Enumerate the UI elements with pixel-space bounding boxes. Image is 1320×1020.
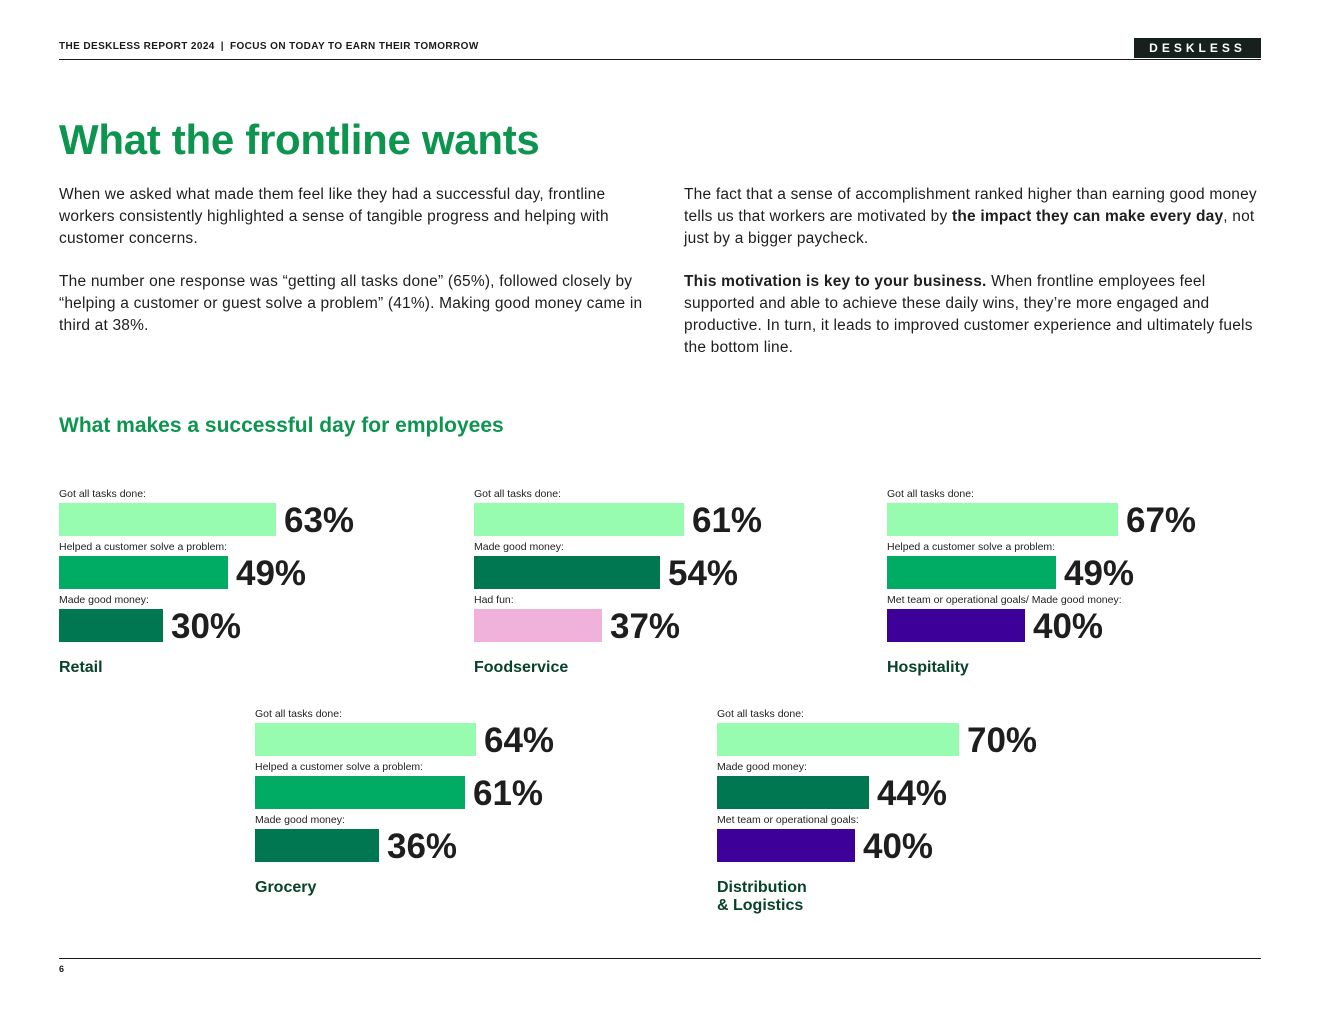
bar-value-label: 36% bbox=[387, 827, 458, 866]
bar-value-label: 70% bbox=[967, 721, 1038, 760]
insight-paragraph-2-text: When frontline employees feel supported … bbox=[684, 273, 1253, 356]
bar-label-got-all-tasks-done: Got all tasks done: bbox=[59, 488, 146, 500]
bar-helped-a-customer-solve-a-problem bbox=[255, 776, 465, 809]
bar-value-label: 61% bbox=[473, 774, 544, 813]
bar-label-helped-a-customer-solve-a-problem: Helped a customer solve a problem: bbox=[59, 541, 228, 553]
report-title: THE DESKLESS REPORT 2024 bbox=[59, 41, 215, 52]
bar-value-label: 37% bbox=[610, 607, 681, 646]
bar-label-got-all-tasks-done: Got all tasks done: bbox=[255, 708, 342, 720]
bar-value-label: 64% bbox=[484, 721, 555, 760]
insight-emphasis: the impact they can make every day bbox=[951, 207, 1224, 225]
bar-value-label: 67% bbox=[1126, 501, 1197, 540]
bar-label-got-all-tasks-done: Got all tasks done: bbox=[717, 708, 804, 720]
report-subtitle: FOCUS ON TODAY TO EARN THEIR TOMORROW bbox=[229, 41, 479, 52]
footer-divider bbox=[59, 958, 1261, 959]
intro-left-column: When we asked what made them feel like t… bbox=[59, 184, 644, 358]
bar-label-helped-a-customer-solve-a-problem: Helped a customer solve a problem: bbox=[887, 541, 1056, 553]
intro-paragraph-2: The number one response was “getting all… bbox=[59, 273, 643, 334]
insight-text-end: , not just by a bigger paycheck. bbox=[684, 207, 1255, 247]
bar-label-met-team-or-operational-goals-made-good-money: Met team or operational goals/ Made good… bbox=[887, 594, 1122, 606]
chart-title-grocery: Grocery bbox=[255, 879, 317, 896]
bar-label-helped-a-customer-solve-a-problem: Helped a customer solve a problem: bbox=[255, 761, 424, 773]
bar-met-team-or-operational-goals-made-good-money bbox=[887, 609, 1025, 642]
bar-helped-a-customer-solve-a-problem bbox=[59, 556, 228, 589]
brand-logo: DESKLESS bbox=[1134, 38, 1261, 58]
bar-had-fun bbox=[474, 609, 602, 642]
bar-value-label: 40% bbox=[863, 827, 934, 866]
bar-value-label: 49% bbox=[236, 554, 307, 593]
bar-made-good-money bbox=[474, 556, 660, 589]
header-running-title: THE DESKLESS REPORT 2024 | FOCUS ON TODAY … bbox=[59, 41, 479, 52]
bar-got-all-tasks-done bbox=[59, 503, 276, 536]
bar-label-got-all-tasks-done: Got all tasks done: bbox=[474, 488, 561, 500]
bar-got-all-tasks-done bbox=[255, 723, 476, 756]
bar-label-made-good-money: Made good money: bbox=[474, 541, 564, 553]
chart-title-foodservice: Foodservice bbox=[474, 659, 569, 676]
bar-made-good-money bbox=[717, 776, 869, 809]
bar-value-label: 44% bbox=[877, 774, 948, 813]
bar-value-label: 61% bbox=[692, 501, 763, 540]
intro-right-column: The fact that a sense of accomplishment … bbox=[684, 184, 1264, 380]
bar-label-had-fun: Had fun: bbox=[474, 594, 514, 606]
header-separator: | bbox=[220, 41, 224, 52]
intro-paragraph-1: When we asked what made them feel like t… bbox=[59, 186, 609, 247]
chart-title-distribution-logistics: Distribution & Logistics bbox=[717, 879, 807, 914]
bar-met-team-or-operational-goals bbox=[717, 829, 855, 862]
bar-value-label: 54% bbox=[668, 554, 739, 593]
bar-helped-a-customer-solve-a-problem bbox=[887, 556, 1056, 589]
bar-value-label: 30% bbox=[171, 607, 242, 646]
page-number: 6 bbox=[59, 964, 65, 974]
bar-got-all-tasks-done bbox=[474, 503, 684, 536]
bar-made-good-money bbox=[59, 609, 163, 642]
page-title: What the frontline wants bbox=[59, 116, 540, 163]
bar-value-label: 40% bbox=[1033, 607, 1104, 646]
bar-label-made-good-money: Made good money: bbox=[717, 761, 807, 773]
bar-got-all-tasks-done bbox=[887, 503, 1118, 536]
bar-made-good-money bbox=[255, 829, 379, 862]
insight-text-start: The fact that a sense of accomplishment … bbox=[684, 186, 1257, 225]
chart-title-hospitality: Hospitality bbox=[887, 659, 969, 676]
bar-value-label: 63% bbox=[284, 501, 355, 540]
chart-title-retail: Retail bbox=[59, 659, 103, 676]
bar-label-made-good-money: Made good money: bbox=[255, 814, 345, 826]
bar-value-label: 49% bbox=[1064, 554, 1135, 593]
bar-label-met-team-or-operational-goals: Met team or operational goals: bbox=[717, 814, 859, 826]
bar-got-all-tasks-done bbox=[717, 723, 959, 756]
section-title: What makes a successful day for employee… bbox=[59, 414, 504, 437]
insight-key-statement: This motivation is key to your business. bbox=[684, 273, 987, 291]
bar-label-got-all-tasks-done: Got all tasks done: bbox=[887, 488, 974, 500]
insight-paragraph-2: This motivation is key to your business.… bbox=[684, 271, 1264, 358]
bar-label-made-good-money: Made good money: bbox=[59, 594, 149, 606]
insight-paragraph-1: The fact that a sense of accomplishment … bbox=[684, 184, 1264, 249]
page-header: THE DESKLESS REPORT 2024 | FOCUS ON TODAY … bbox=[59, 38, 1261, 60]
